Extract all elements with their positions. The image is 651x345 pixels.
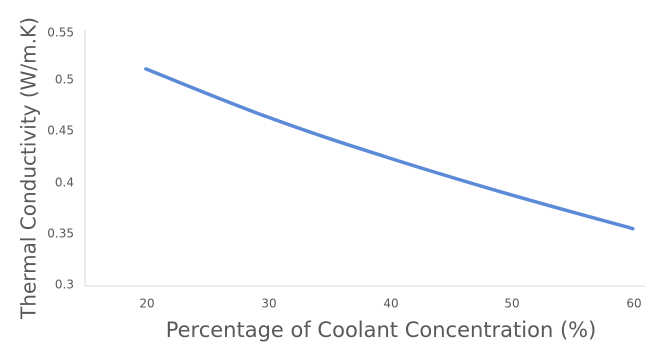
y-tick-label: 0.5 [55,73,74,87]
y-tick-label: 0.45 [47,124,74,138]
x-tick-label: 60 [626,297,641,311]
x-tick-label: 40 [383,297,398,311]
x-tick-label: 30 [261,297,276,311]
x-axis-title: Percentage of Coolant Concentration (%) [166,318,597,342]
y-tick-label: 0.3 [55,278,74,292]
y-tick-labels: 0.55 0.5 0.45 0.4 0.35 0.3 [47,26,74,292]
x-tick-label: 50 [504,297,519,311]
x-tick-labels: 20 30 40 50 60 [139,297,641,311]
series-line [144,67,635,231]
y-tick-label: 0.35 [47,227,74,241]
x-tick-label: 20 [139,297,154,311]
y-tick-label: 0.55 [47,26,74,40]
y-axis-title: Thermal Conductivity (W/m.K) [17,17,41,320]
y-tick-label: 0.4 [55,176,74,190]
